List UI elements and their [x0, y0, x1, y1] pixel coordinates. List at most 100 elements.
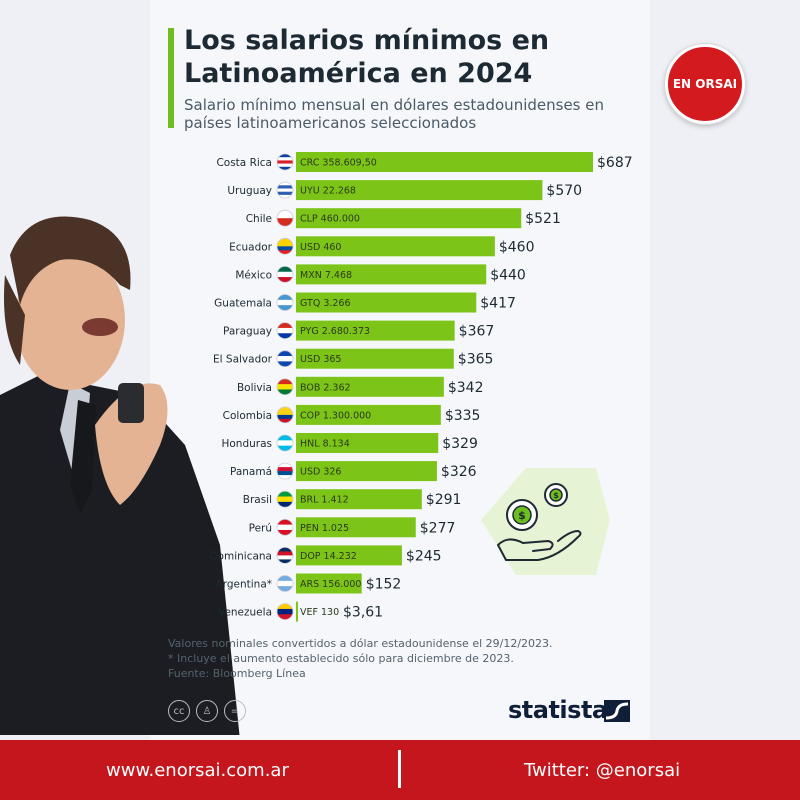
- flag-icon: [277, 294, 293, 311]
- value-label: $3,61: [343, 605, 383, 621]
- page-title: Los salarios mínimos en Latinoamérica en…: [184, 25, 550, 89]
- country-label: Honduras: [221, 438, 272, 450]
- bar: [296, 320, 455, 341]
- country-label: Bolivia: [237, 382, 272, 394]
- en-orsai-badge: EN ORSAI: [665, 44, 745, 124]
- value-label: $460: [499, 239, 535, 255]
- flag-outline: [276, 153, 294, 171]
- bar: [296, 348, 454, 369]
- local-currency-label: BRL 1.412: [300, 495, 349, 506]
- value-label: $417: [480, 296, 516, 312]
- flag-outline: [276, 490, 294, 508]
- page-subtitle: Salario mínimo mensual en dólares estado…: [184, 96, 604, 132]
- footer-website-link[interactable]: www.enorsai.com.ar: [106, 760, 289, 781]
- value-label: $152: [366, 577, 402, 593]
- country-label: Guatemala: [214, 298, 272, 310]
- flag-icon: [277, 266, 293, 283]
- flag-icon: [277, 406, 293, 423]
- bar: [296, 489, 422, 510]
- local-currency-label: BOB 2.362: [300, 382, 351, 393]
- flag-outline: [276, 575, 294, 592]
- flag-outline: [276, 265, 294, 283]
- value-label: $329: [442, 436, 478, 452]
- local-currency-label: HNL 8.134: [300, 439, 350, 450]
- license-icons: cc ♙ =: [168, 700, 246, 722]
- country-label: Panamá: [230, 466, 272, 478]
- statista-wordmark: statista: [508, 696, 608, 724]
- value-label: $367: [459, 324, 495, 340]
- country-label: México: [235, 269, 272, 281]
- note-conversion: Valores nominales convertidos a dólar es…: [168, 637, 553, 650]
- bar-chart: Costa Rica CRC 358.609,50 $687 Uruguay UYU 2…: [209, 152, 633, 622]
- value-label: $291: [426, 492, 462, 508]
- chart-panel: [150, 0, 650, 740]
- note-argentina: * Incluye el aumento establecido sólo pa…: [168, 652, 514, 665]
- flag-icon: [277, 322, 293, 339]
- country-label: Costa Rica: [216, 157, 272, 169]
- bar: [296, 601, 298, 622]
- value-label: $687: [597, 155, 633, 171]
- footer-twitter-link[interactable]: Twitter: @enorsai: [524, 760, 681, 781]
- flag-icon: [277, 603, 293, 620]
- flag-outline: [276, 434, 294, 452]
- flag-icon: [277, 378, 293, 395]
- bar: [296, 433, 439, 453]
- flag-icon: [277, 350, 293, 367]
- bar: [296, 376, 444, 397]
- value-label: $440: [490, 267, 526, 283]
- bar: [296, 152, 593, 172]
- flag-outline: [276, 181, 294, 199]
- local-currency-label: VEF 130: [300, 607, 339, 618]
- local-currency-label: MXN 7.468: [300, 270, 352, 281]
- local-currency-label: COP 1.300.000: [300, 410, 371, 421]
- local-currency-label: UYU 22.268: [300, 186, 356, 197]
- local-currency-label: CRC 358.609,50: [300, 158, 377, 169]
- flag-outline: [276, 603, 294, 621]
- flag-outline: [276, 378, 294, 396]
- flag-icon: [277, 519, 293, 536]
- statista-logo-icon: [604, 700, 630, 722]
- cc-icon: cc: [168, 700, 190, 722]
- flag-outline: [276, 237, 294, 255]
- footer-divider: [398, 750, 401, 788]
- local-currency-label: USD 326: [300, 467, 341, 478]
- local-currency-label: CLP 460.000: [300, 214, 360, 225]
- flag-icon: [277, 547, 293, 564]
- bar: [296, 264, 487, 285]
- person-photo: [0, 216, 240, 735]
- chart-notes: Valores nominales convertidos a dólar es…: [168, 636, 553, 681]
- country-label: Dominicana: [209, 550, 272, 562]
- person-icon: ♙: [196, 700, 218, 722]
- local-currency-label: PEN 1.025: [300, 523, 349, 534]
- flag-icon: [277, 463, 293, 480]
- value-label: $245: [406, 548, 442, 564]
- bar: [296, 517, 416, 538]
- local-currency-label: USD 460: [300, 242, 341, 253]
- bar: [296, 461, 437, 482]
- bar: [296, 208, 522, 229]
- country-label: Uruguay: [227, 185, 272, 197]
- flag-icon: [277, 210, 293, 227]
- country-label: Brasil: [243, 494, 272, 506]
- bar: [296, 545, 402, 566]
- flag-icon: [277, 435, 293, 451]
- bar: [296, 404, 441, 425]
- value-label: $521: [525, 211, 561, 227]
- flag-icon: [277, 182, 293, 199]
- bar: [296, 292, 477, 313]
- flag-icon: [277, 491, 293, 508]
- coins-in-hand-illustration: $ $: [481, 468, 610, 575]
- flag-outline: [276, 209, 294, 227]
- value-label: $277: [420, 520, 456, 536]
- country-label: Ecuador: [229, 241, 273, 253]
- flag-icon: [277, 575, 293, 592]
- value-label: $365: [458, 352, 494, 368]
- note-source: Fuente: Bloomberg Línea: [168, 667, 306, 680]
- value-label: $326: [441, 464, 477, 480]
- badge-label: EN ORSAI: [672, 77, 738, 91]
- hand-icon: [497, 530, 582, 561]
- bar: [296, 573, 362, 594]
- flag-outline: [276, 462, 294, 480]
- flag-outline: [276, 294, 294, 311]
- title-accent-bar: [168, 28, 174, 128]
